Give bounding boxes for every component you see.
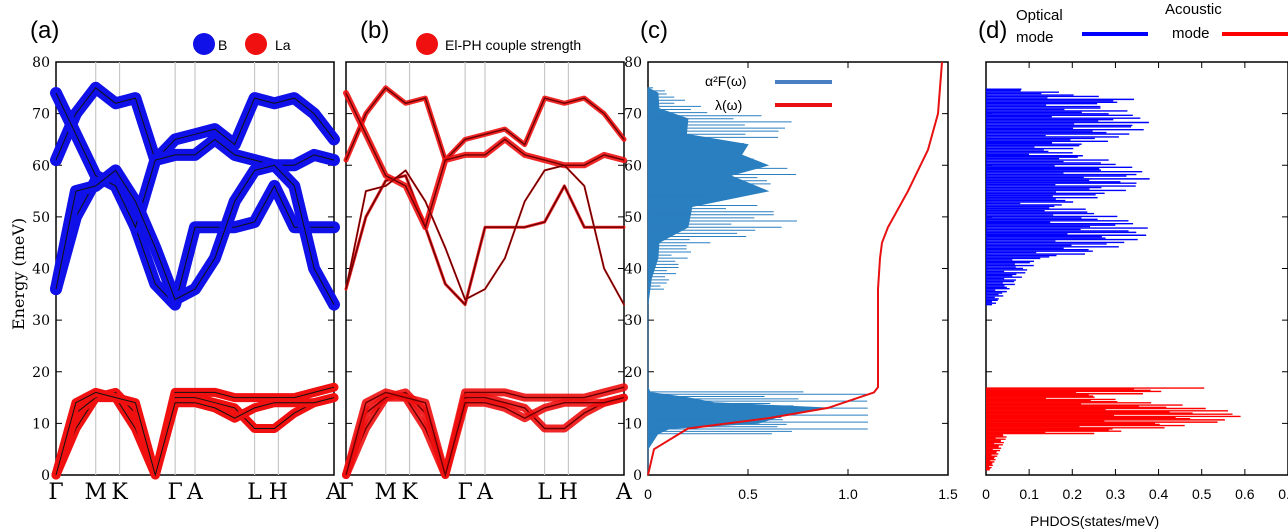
panel-label-a: (a) [30, 17, 59, 44]
a2f-area [647, 87, 829, 475]
kpath-label-a: M [84, 480, 107, 505]
kpath-label-b: Γ [458, 480, 473, 505]
y-tick-label-c: 0 [633, 468, 642, 484]
kpath-label-b: K [401, 480, 418, 505]
x-axis-label-d: PHDOS(states/meV) [1030, 513, 1159, 529]
x-tick-label-d: 0.5 [1192, 486, 1212, 502]
band-line-a [55, 391, 335, 477]
band-line-b [345, 86, 625, 162]
legend-label-lambda: λ(ω) [715, 97, 742, 113]
x-tick-label-c: 0 [644, 486, 652, 502]
y-tick-label-c: 80 [624, 55, 642, 71]
y-tick-label-a: 80 [32, 55, 50, 71]
y-tick-label-a: 0 [41, 468, 50, 484]
band-line-b [345, 164, 625, 305]
x-tick-label-d: 0.4 [1149, 486, 1169, 502]
x-tick-label-d: 0.7 [1278, 486, 1288, 502]
kpath-label-a: A [325, 480, 343, 505]
legend-swatch-la [245, 33, 267, 55]
y-tick-label-c: 10 [624, 416, 642, 432]
y-tick-label-c: 30 [624, 313, 642, 329]
y-tick-label-a: 10 [32, 416, 50, 432]
legend-optical-line2: mode [1016, 29, 1054, 46]
legend-label-b: B [218, 37, 227, 53]
band-line-a [55, 164, 335, 305]
lambda-line [647, 61, 943, 476]
legend-optical-line1: Optical [1016, 7, 1063, 24]
y-tick-label-c: 50 [624, 210, 642, 226]
legend-swatch-b [193, 33, 215, 55]
kpath-label-b: A [476, 480, 494, 505]
legend-label-eph: El-PH couple strength [445, 37, 581, 53]
x-tick-label-c: 0.5 [738, 486, 758, 502]
kpath-label-b: L [537, 480, 552, 505]
kpath-label-b: Γ [338, 480, 353, 505]
y-tick-label-a: 20 [32, 365, 50, 381]
kpath-label-a: Γ [168, 480, 183, 505]
y-tick-label-a: 70 [32, 107, 50, 123]
x-tick-label-d: 0.2 [1063, 486, 1083, 502]
x-tick-label-d: 0.6 [1235, 486, 1255, 502]
kpath-label-a: A [186, 480, 204, 505]
y-tick-label-c: 20 [624, 365, 642, 381]
kpath-label-a: H [269, 480, 288, 505]
y-tick-label-a: 40 [32, 262, 50, 278]
kpath-label-b: H [559, 480, 578, 505]
y-tick-label-c: 60 [624, 158, 642, 174]
kpath-label-b: M [374, 480, 397, 505]
band-line-a [55, 87, 335, 162]
band-line-b [345, 92, 625, 230]
legend-acoustic-line2: mode [1172, 25, 1210, 42]
band-line-b [345, 391, 625, 478]
panel-label-b: (b) [360, 17, 389, 44]
kpath-label-a: L [247, 480, 262, 505]
x-tick-label-c: 1.0 [838, 486, 858, 502]
legend-acoustic-line1: Acoustic [1165, 1, 1222, 18]
y-tick-label-c: 40 [624, 262, 642, 278]
panel-label-c: (c) [640, 17, 668, 44]
legend-label-a2f: α²F(ω) [705, 73, 747, 89]
x-tick-label-d: 0.3 [1106, 486, 1126, 502]
legend-label-la: La [275, 37, 291, 53]
y-tick-label-a: 50 [32, 210, 50, 226]
y-tick-label-a: 30 [32, 313, 50, 329]
y-tick-label-a: 60 [32, 158, 50, 174]
x-tick-label-d: 0.1 [1019, 486, 1039, 502]
kpath-label-a: Γ [48, 480, 63, 505]
kpath-label-a: K [111, 480, 128, 505]
x-tick-label-d: 0 [982, 486, 990, 502]
legend-swatch-eph [416, 33, 438, 55]
kpath-label-b: A [615, 480, 633, 505]
x-tick-label-c: 1.5 [938, 486, 958, 502]
y-axis-label: Energy (meV) [9, 218, 28, 330]
y-tick-label-c: 70 [624, 107, 642, 123]
panel-label-d: (d) [978, 17, 1007, 44]
